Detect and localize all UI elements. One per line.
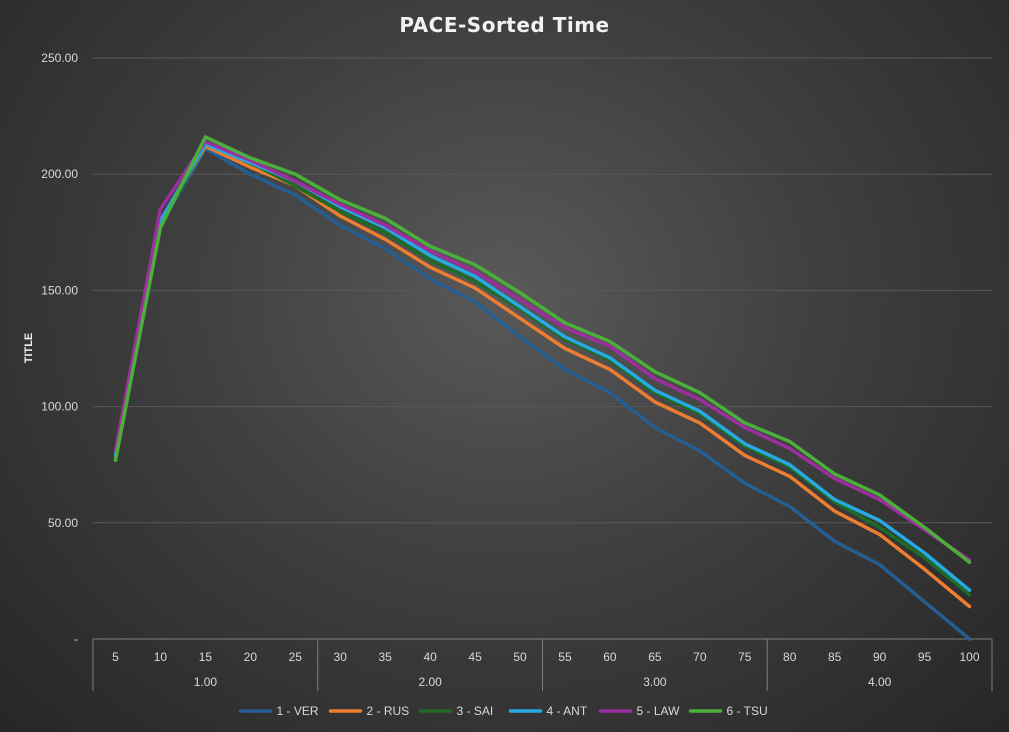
- series-line: [113, 144, 972, 609]
- legend-label: 4 - ANT: [547, 704, 588, 718]
- x-tick-label: 95: [918, 650, 932, 664]
- series-lines: [113, 135, 972, 641]
- x-tick-label: 10: [154, 650, 168, 664]
- x-axis: 5 10 15 20 25 30 35 40 45 50 55 60 65 70 75 80 85 90 95 100…: [92, 638, 993, 691]
- x-tick-label: 65: [648, 650, 662, 664]
- chart-title: PACE-Sorted Time: [399, 13, 609, 37]
- x-group-label: 2.00: [418, 675, 442, 689]
- legend-label: 1 - VER: [277, 704, 319, 718]
- x-group-label: 3.00: [643, 675, 667, 689]
- legend-label: 2 - RUS: [367, 704, 410, 718]
- x-tick-label: 30: [334, 650, 348, 664]
- x-tick-label: 20: [244, 650, 258, 664]
- x-group-label: 1.00: [194, 675, 218, 689]
- y-tick-label: 50.00: [48, 516, 78, 530]
- y-tick-label: 250.00: [41, 51, 78, 65]
- x-tick-label: 60: [603, 650, 617, 664]
- y-axis-ticks: - 50.00 100.00 150.00 200.00 250.00: [41, 51, 78, 646]
- x-tick-label: 100: [960, 650, 980, 664]
- gridlines: [93, 57, 992, 524]
- x-tick-label: 90: [873, 650, 887, 664]
- series-line: [113, 146, 972, 641]
- x-tick-label: 50: [513, 650, 527, 664]
- y-tick-label: 100.00: [41, 400, 78, 414]
- x-tick-label: 40: [423, 650, 437, 664]
- y-tick-label: 200.00: [41, 167, 78, 181]
- legend-label: 6 - TSU: [727, 704, 768, 718]
- x-tick-label: 85: [828, 650, 842, 664]
- x-tick-label: 70: [693, 650, 707, 664]
- x-tick-label: 45: [468, 650, 482, 664]
- y-tick-label: 150.00: [41, 283, 78, 297]
- x-tick-label: 55: [558, 650, 572, 664]
- legend: 1 - VER 2 - RUS 3 - SAI 4 - ANT 5 - LAW 6 - T…: [238, 704, 768, 718]
- x-tick-label: 35: [378, 650, 392, 664]
- x-tick-label: 5: [112, 650, 119, 664]
- x-tick-label: 80: [783, 650, 797, 664]
- series-line: [113, 139, 972, 562]
- series-line: [113, 142, 972, 597]
- y-axis-label: TITLE: [23, 333, 35, 364]
- x-tick-label: 25: [289, 650, 303, 664]
- legend-label: 5 - LAW: [637, 704, 681, 718]
- legend-label: 3 - SAI: [457, 704, 494, 718]
- x-tick-label: 15: [199, 650, 213, 664]
- x-group-label: 4.00: [868, 675, 892, 689]
- series-line: [113, 135, 972, 565]
- x-tick-label: 75: [738, 650, 752, 664]
- y-tick-label: -: [74, 632, 78, 646]
